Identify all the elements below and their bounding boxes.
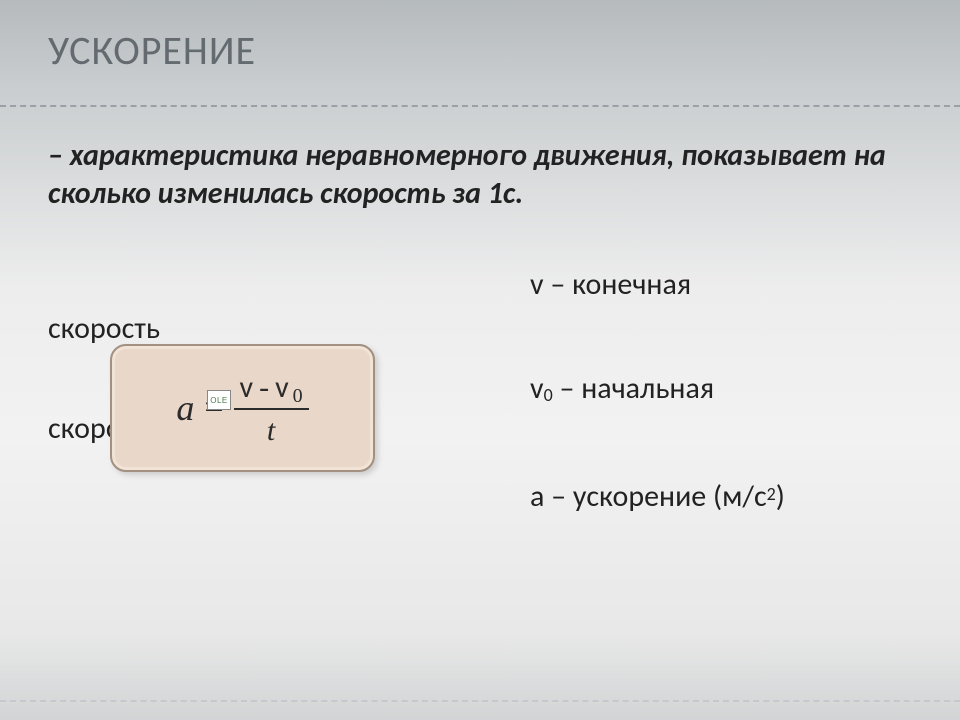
legend-v0-symbol: v <box>530 370 544 407</box>
divider-top <box>0 105 960 107</box>
legend-a-symbol: a <box>530 478 544 515</box>
num-v: v <box>240 369 254 406</box>
legend-a-desc-pre: – ускорение (м/с <box>544 478 766 515</box>
legend-v0-sub: 0 <box>544 384 553 406</box>
num-v0-sub: 0 <box>293 385 303 408</box>
legend-a: a – ускорение (м/с2) <box>530 478 785 515</box>
formula-denominator: t <box>267 410 275 448</box>
num-v0: v <box>275 369 289 406</box>
slide: УСКОРЕНИЕ – характеристика неравномерног… <box>0 0 960 720</box>
legend-v-desc: – конечная <box>544 266 691 303</box>
slide-title: УСКОРЕНИЕ <box>48 26 912 75</box>
formula-lhs: a <box>176 387 194 429</box>
legend-a-desc-post: ) <box>776 478 785 515</box>
speed-word-1: скорость <box>48 310 160 347</box>
formula-fraction: v - v0 t <box>234 369 309 448</box>
legend-v0-desc: – начальная <box>553 370 714 407</box>
ole-placeholder-icon: OLE <box>207 390 231 410</box>
num-minus: - <box>257 371 271 405</box>
formula-numerator: v - v0 <box>234 369 309 408</box>
formula: a = v - v0 t <box>176 369 308 448</box>
definition-text: – характеристика неравномерного движения… <box>48 137 912 214</box>
legend-a-sup: 2 <box>767 483 776 505</box>
legend-v0: v0 – начальная <box>530 370 714 407</box>
divider-bottom <box>0 700 960 702</box>
legend-v-symbol: v <box>530 266 544 303</box>
legend-v: v – конечная <box>530 266 691 303</box>
formula-box: a = v - v0 t <box>110 344 375 472</box>
